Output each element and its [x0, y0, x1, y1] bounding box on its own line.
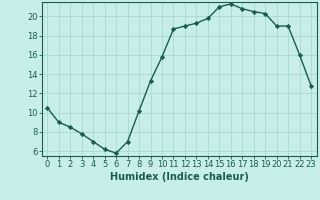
X-axis label: Humidex (Indice chaleur): Humidex (Indice chaleur) — [110, 172, 249, 182]
